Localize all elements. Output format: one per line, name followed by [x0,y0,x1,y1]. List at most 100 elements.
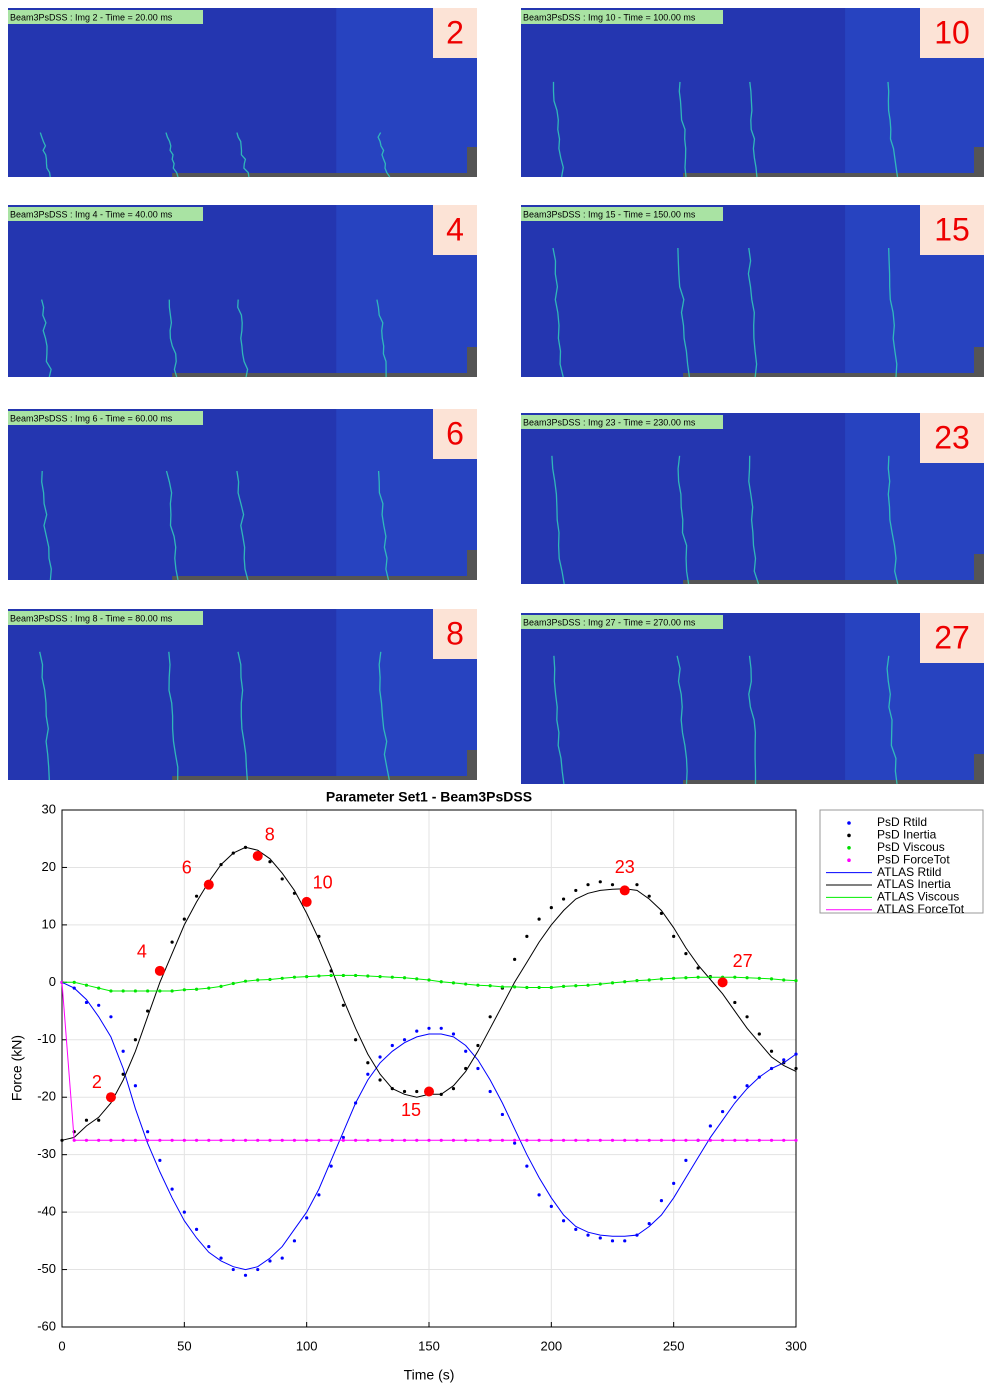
data-point [513,1141,517,1145]
data-point [598,1236,602,1240]
data-point [158,1158,162,1163]
image-panel: Beam3PsDSS : Img 27 - Time = 270.00 ms 27 [521,613,984,785]
data-point [182,1210,186,1214]
y-tick-label: -60 [37,1318,56,1333]
data-point [317,1193,321,1197]
panel-caption: Beam3PsDSS : Img 10 - Time = 100.00 ms [523,12,696,22]
series-line [62,974,797,992]
data-point [219,1256,223,1260]
data-point [305,1216,309,1220]
crack [236,470,249,581]
crack [887,81,899,178]
panel-mask [974,147,984,177]
crack [748,655,757,784]
panel-caption: Beam3PsDSS : Img 4 - Time = 40.00 ms [10,209,173,219]
data-point [84,1118,89,1122]
crack [553,655,565,785]
y-tick-label: 10 [42,916,56,931]
data-point [684,1158,688,1163]
image-panel: Beam3PsDSS : Img 4 - Time = 40.00 ms 4 [8,205,477,378]
data-point [464,1049,468,1053]
data-point [672,934,676,938]
chart-title: Parameter Set1 - Beam3PsDSS [326,789,532,805]
panel-base [172,173,477,177]
data-point [610,1239,615,1243]
data-point [672,1181,676,1185]
legend-label: ATLAS ForceTot [877,902,965,916]
image-panel: Beam3PsDSS : Img 10 - Time = 100.00 ms 10 [521,8,984,178]
data-point [243,1273,248,1277]
crack [41,470,52,581]
crack [676,655,688,785]
data-point [733,1000,737,1005]
data-point [378,1055,382,1059]
data-point [488,1015,492,1019]
crack [165,132,179,178]
crack [39,651,50,781]
series-line [61,981,797,1271]
panel-base [683,580,984,584]
crack [747,247,758,378]
number-box [433,205,477,255]
panel-base [172,576,477,580]
data-point [574,1227,578,1231]
panel-mask [467,347,477,377]
highlight-point [203,879,214,890]
data-point [354,1038,358,1042]
legend-dot [847,833,851,838]
data-point [268,860,272,864]
data-point [586,883,590,887]
panel-mask [467,750,477,780]
legend-label: PsD Inertia [877,828,937,842]
panel-caption: Beam3PsDSS : Img 2 - Time = 20.00 ms [10,12,173,22]
crack [886,655,898,785]
image-panel: Beam3PsDSS : Img 2 - Time = 20.00 ms 2 [8,8,477,178]
data-point [549,906,553,910]
caption-box [8,10,203,24]
highlight-point [154,965,165,976]
data-point [525,1164,529,1168]
panel-mask [974,754,984,784]
highlight-label: 15 [401,1100,421,1120]
caption-box [8,611,203,625]
crack [552,81,564,178]
data-point [659,1199,664,1203]
y-axis-label: Force (kN) [9,1035,25,1101]
data-point [97,1003,101,1007]
data-point [439,1026,443,1030]
legend-dot [847,846,851,850]
data-point [574,888,578,893]
data-point [341,1003,345,1007]
crack [749,81,758,178]
data-point [329,1164,333,1168]
data-point [500,1112,504,1117]
crack [377,470,390,581]
panel-caption: Beam3PsDSS : Img 8 - Time = 80.00 ms [10,613,173,623]
number-box [433,409,477,459]
y-tick-label: -20 [37,1089,56,1104]
data-point [794,979,798,983]
number-box [920,205,984,255]
highlight-label: 23 [615,857,635,877]
data-point [610,883,615,887]
x-tick-label: 200 [540,1338,562,1353]
data-point [745,1084,749,1088]
data-point [402,1038,407,1042]
y-tick-label: 0 [49,974,56,989]
legend-label: PsD ForceTot [877,852,950,866]
data-point [427,1026,431,1030]
data-point [696,966,700,970]
panel-caption: Beam3PsDSS : Img 27 - Time = 270.00 ms [523,617,696,627]
data-point [133,1084,137,1088]
crack [237,299,249,378]
data-point [586,1233,590,1237]
crack [887,455,899,585]
highlight-point [424,1086,434,1097]
legend-label: ATLAS Viscous [877,890,959,904]
x-tick-label: 250 [663,1338,685,1353]
data-point [84,1000,89,1005]
panel-base [683,373,984,377]
